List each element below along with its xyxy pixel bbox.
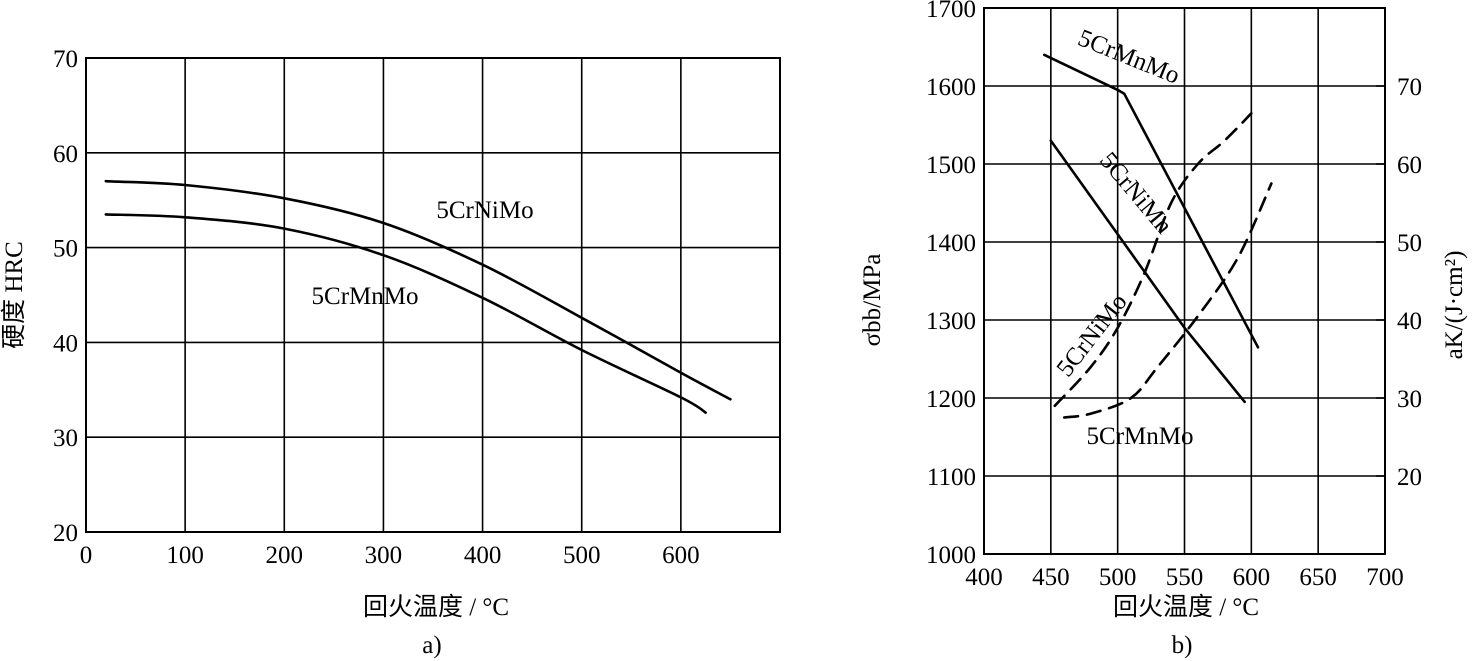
y-left-axis-title-b: σbb/MPa (859, 254, 886, 347)
x-tick-label-b: 450 (1032, 564, 1070, 591)
x-tick-label-b: 400 (965, 564, 1003, 591)
x-tick-label-a: 600 (662, 542, 700, 569)
series-line-b-2-5crnimo (1053, 112, 1253, 408)
y-left-tick-label-b: 1200 (926, 386, 976, 413)
y-left-tick-label-b: 1400 (926, 230, 976, 257)
series-line-b-1-5crnimn (1049, 139, 1246, 404)
series-label-b-5crmnmo-strength: 5CrMnMo (1074, 24, 1183, 89)
series-line-a-5crmnmo (104, 213, 707, 414)
y-axis-title-a: 硬度 HRC (0, 241, 28, 349)
y-left-tick-label-b: 1100 (927, 464, 976, 491)
y-left-tick-label-b: 1300 (926, 308, 976, 335)
series-label-b-5crnimn: 5CrNiMn (1094, 147, 1178, 239)
panel-label-b: b) (1172, 632, 1193, 659)
y-left-tick-label-b: 1500 (926, 152, 976, 179)
panel-label-a: a) (422, 632, 441, 659)
x-tick-label-a: 300 (365, 542, 403, 569)
x-axis-title-b: 回火温度 / °C (1113, 593, 1259, 621)
x-tick-label-a: 500 (563, 542, 601, 569)
y-tick-label-a: 30 (53, 425, 78, 452)
y-left-tick-label-b: 1600 (926, 74, 976, 101)
series-label-b-5crmnmo-toughness: 5CrMnMo (1087, 423, 1194, 450)
y-tick-label-a: 40 (53, 330, 78, 357)
x-tick-label-a: 0 (80, 542, 93, 569)
y-left-tick-label-b: 1000 (926, 542, 976, 569)
y-right-tick-label-b: 70 (1397, 74, 1422, 101)
y-right-tick-label-b: 20 (1397, 464, 1422, 491)
series-label-b-5crnimo: 5CrNiMo (1052, 289, 1133, 382)
series-line-a-5crnimo (104, 179, 732, 401)
x-tick-label-b: 650 (1299, 564, 1337, 591)
x-tick-label-b: 700 (1366, 564, 1404, 591)
y-right-tick-label-b: 60 (1397, 152, 1422, 179)
y-right-tick-label-b: 40 (1397, 308, 1422, 335)
plot-frame-a (85, 57, 781, 533)
x-axis-title-a: 回火温度 / °C (363, 593, 509, 621)
y-right-axis-title-b: aK/(J·cm²) (1441, 251, 1468, 360)
y-tick-label-a: 20 (53, 520, 78, 547)
x-tick-label-a: 200 (266, 542, 304, 569)
x-tick-label-b: 550 (1166, 564, 1204, 591)
y-tick-label-a: 50 (53, 236, 78, 263)
y-right-tick-label-b: 30 (1397, 386, 1422, 413)
series-label-a-5crnimo: 5CrNiMo (436, 197, 533, 224)
y-right-tick-label-b: 50 (1397, 230, 1422, 257)
series-line-b-0-5crmnmo (1042, 53, 1260, 349)
y-tick-label-a: 60 (53, 141, 78, 168)
series-label-a-5crmnmo: 5CrMnMo (312, 283, 419, 310)
y-left-tick-label-b: 1700 (926, 0, 976, 23)
plot-frame-b (983, 7, 1386, 555)
x-tick-label-a: 100 (166, 542, 204, 569)
x-tick-label-b: 500 (1099, 564, 1137, 591)
x-tick-label-a: 400 (464, 542, 502, 569)
series-line-b-3-5crmnmo (1062, 182, 1273, 419)
y-tick-label-a: 70 (53, 46, 78, 73)
x-tick-label-b: 600 (1233, 564, 1271, 591)
